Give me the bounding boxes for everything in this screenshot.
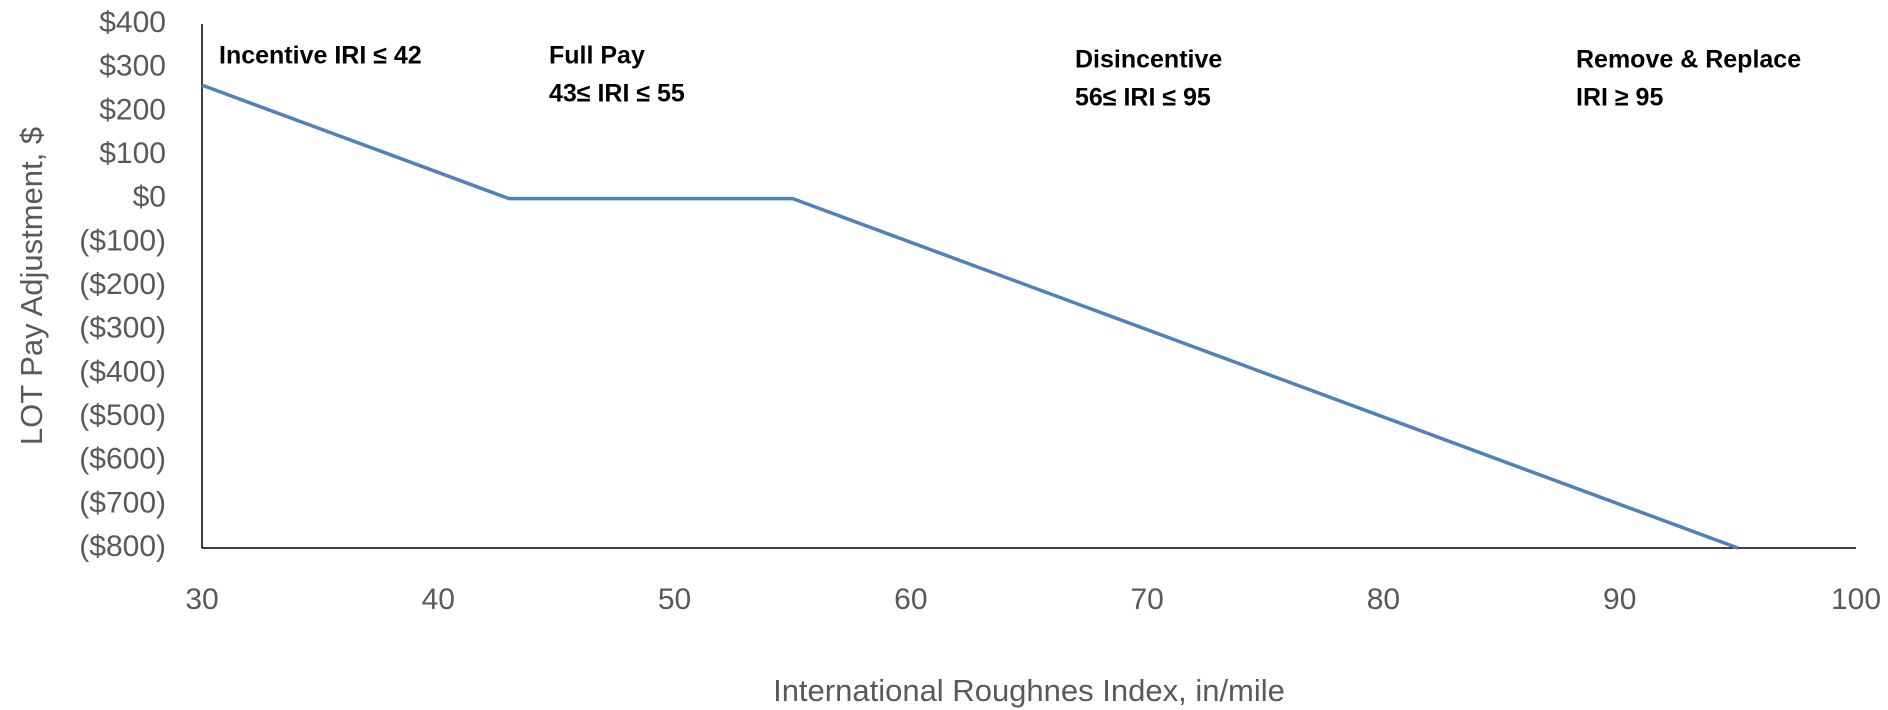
y-tick-label: $200 (99, 93, 166, 126)
x-tick-label: 100 (1831, 583, 1881, 616)
y-tick-label: $100 (99, 137, 166, 170)
x-tick-label: 70 (1130, 583, 1163, 616)
annotation: Incentive IRI ≤ 42 (219, 42, 422, 70)
x-tick-label: 80 (1367, 583, 1400, 616)
annotation: IRI ≥ 95 (1576, 84, 1663, 112)
annotation: Remove & Replace (1576, 46, 1801, 74)
y-tick-label: ($400) (79, 355, 166, 388)
y-tick-label: ($500) (79, 399, 166, 432)
y-tick-label: ($700) (79, 486, 166, 519)
y-tick-label: $400 (99, 6, 166, 39)
annotation: 43≤ IRI ≤ 55 (549, 80, 685, 108)
x-tick-label: 60 (894, 583, 927, 616)
y-tick-label: ($800) (79, 530, 166, 563)
annotation: 56≤ IRI ≤ 95 (1075, 84, 1211, 112)
x-tick-label: 90 (1603, 583, 1636, 616)
y-tick-label: $300 (99, 50, 166, 83)
x-axis-title: International Roughnes Index, in/mile (773, 673, 1285, 708)
y-tick-label: ($200) (79, 268, 166, 301)
y-tick-label: ($100) (79, 224, 166, 257)
x-tick-label: 30 (185, 583, 218, 616)
y-tick-label: ($600) (79, 443, 166, 476)
annotation: Full Pay (549, 42, 645, 70)
data-line (201, 83, 1739, 550)
y-tick-label: $0 (133, 181, 166, 214)
y-axis-title: LOT Pay Adjustment, $ (14, 127, 49, 445)
annotation: Disincentive (1075, 46, 1222, 74)
x-tick-label: 40 (422, 583, 455, 616)
y-tick-label: ($300) (79, 312, 166, 345)
x-tick-label: 50 (658, 583, 691, 616)
